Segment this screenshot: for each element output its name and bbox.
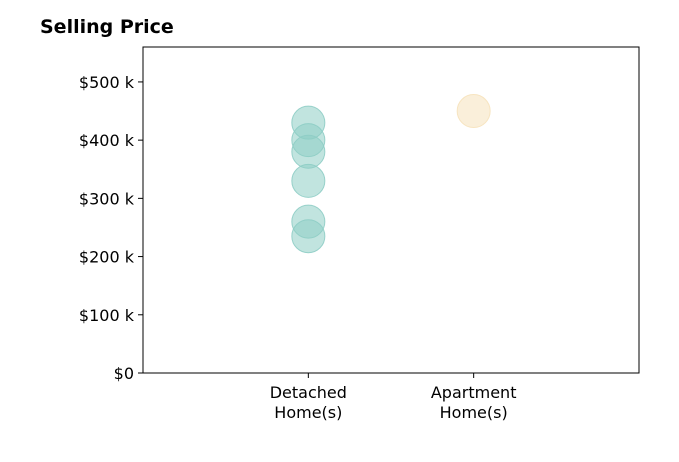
x-tick-label: Detached Home(s) [270,383,347,422]
y-tick-label: $100 k [79,306,135,325]
plot-area [142,46,640,374]
data-point [291,219,326,254]
y-tick-label: $0 [114,364,134,383]
data-point [456,94,491,129]
chart-title: Selling Price [40,16,174,38]
data-point [291,134,326,169]
data-point [291,163,326,198]
data-points [291,94,491,254]
y-tick-label: $500 k [79,73,135,92]
x-axis: Detached Home(s) Apartment Home(s) [270,373,517,422]
y-tick-label: $300 k [79,189,135,208]
y-tick-label: $400 k [79,131,135,150]
y-axis: $0 $100 k $200 k $300 k $400 k $500 k [79,73,143,383]
y-tick-label: $200 k [79,248,135,267]
x-tick-label: Apartment Home(s) [431,383,517,422]
